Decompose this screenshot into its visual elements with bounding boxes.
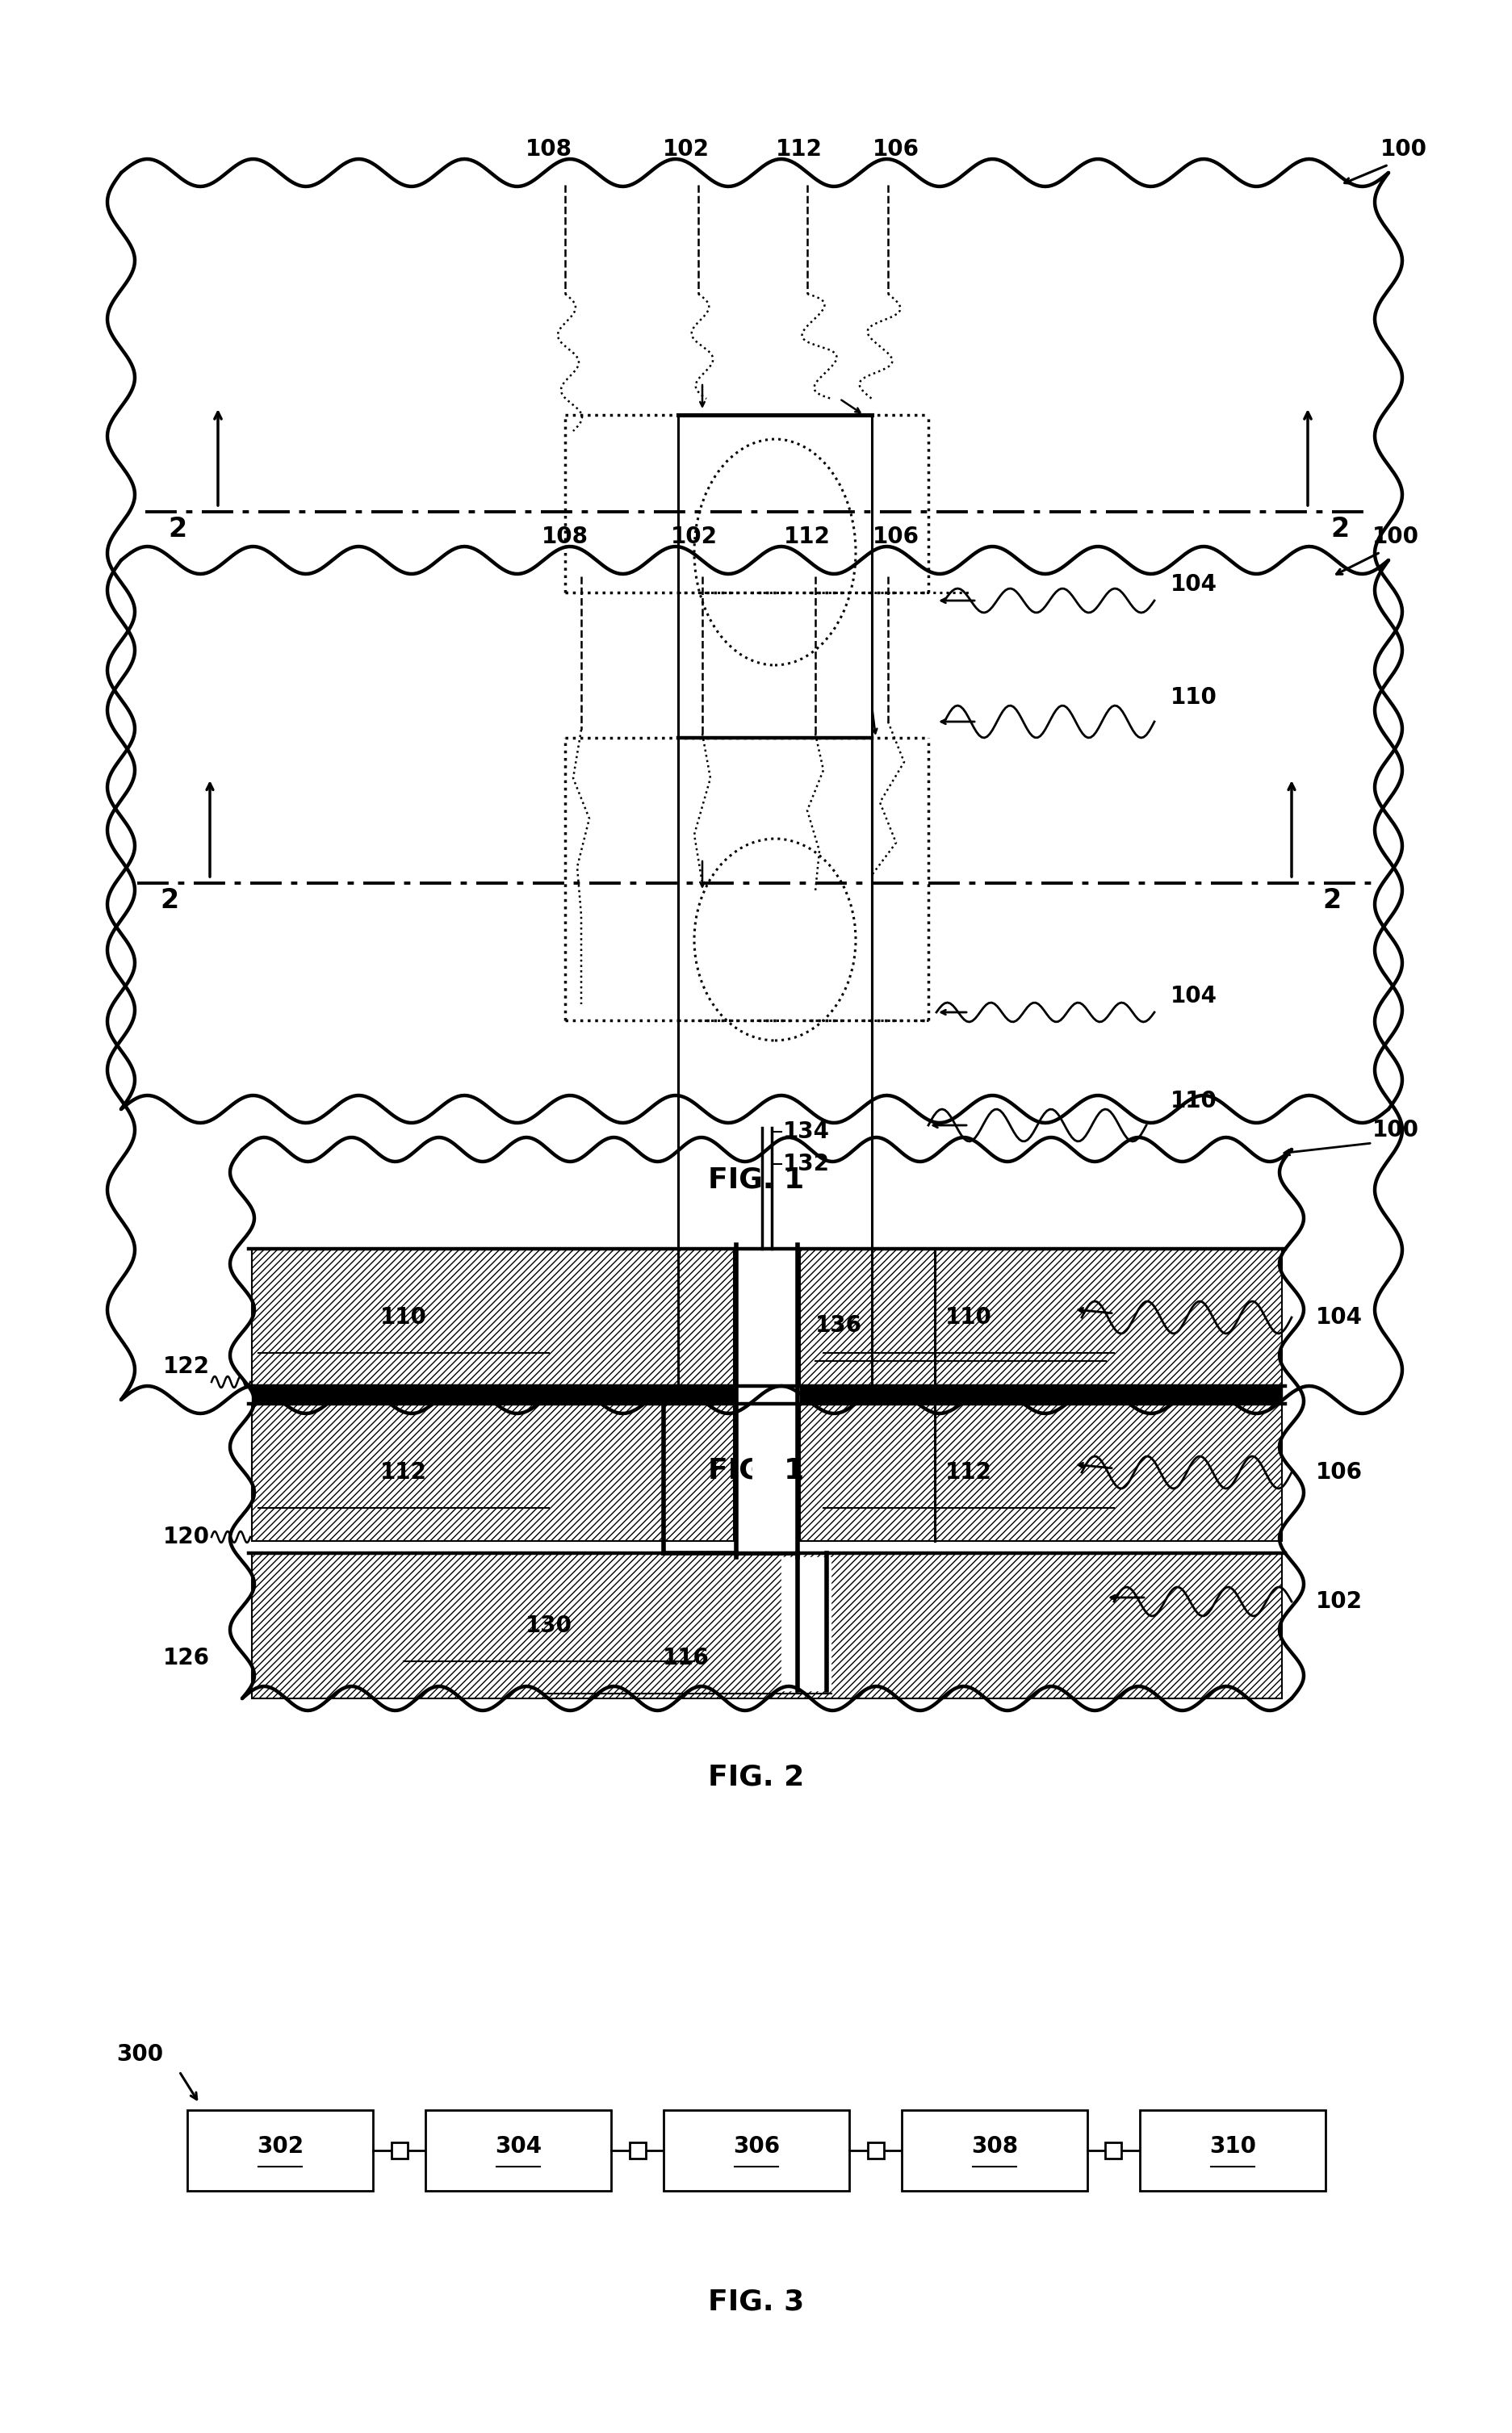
Bar: [251, 1552, 1281, 1698]
Bar: [629, 2143, 646, 2158]
Text: 106: 106: [1315, 1462, 1362, 1484]
Text: FIG. 1: FIG. 1: [708, 1457, 804, 1484]
Bar: [800, 1248, 1281, 1387]
Bar: [1105, 2143, 1120, 2158]
Bar: [800, 1404, 1281, 1540]
Text: 112: 112: [783, 526, 830, 547]
Text: 2: 2: [1331, 516, 1349, 543]
Text: 104: 104: [1315, 1307, 1362, 1328]
Text: 102: 102: [670, 526, 717, 547]
Text: 308: 308: [971, 2136, 1018, 2158]
Text: 2: 2: [1321, 888, 1341, 915]
Text: 310: 310: [1208, 2136, 1255, 2158]
Text: 106: 106: [872, 526, 919, 547]
Text: 104: 104: [1170, 574, 1217, 596]
Text: 132: 132: [783, 1153, 830, 1175]
Text: 106: 106: [872, 139, 919, 161]
Text: FIG. 2: FIG. 2: [708, 1764, 804, 1791]
Text: 112: 112: [945, 1462, 992, 1484]
Text: 104: 104: [1170, 985, 1217, 1007]
Text: 300: 300: [116, 2044, 163, 2066]
Text: 120: 120: [163, 1525, 210, 1547]
Bar: [425, 2109, 611, 2190]
Text: 100: 100: [1371, 526, 1418, 547]
Text: 116: 116: [662, 1647, 709, 1669]
Text: 108: 108: [525, 139, 572, 161]
Bar: [251, 1248, 733, 1387]
Text: 306: 306: [732, 2136, 780, 2158]
Bar: [664, 2109, 848, 2190]
Text: 100: 100: [1371, 1119, 1418, 1141]
Text: 110: 110: [1170, 1090, 1217, 1112]
Bar: [251, 1404, 733, 1540]
Text: 130: 130: [525, 1616, 572, 1637]
Text: 136: 136: [815, 1314, 862, 1336]
Text: 112: 112: [380, 1462, 426, 1484]
Bar: [901, 2109, 1087, 2190]
Text: 110: 110: [1170, 686, 1217, 708]
Text: 102: 102: [662, 139, 709, 161]
Text: FIG. 1: FIG. 1: [708, 1165, 804, 1192]
Bar: [392, 2143, 407, 2158]
Bar: [866, 2143, 883, 2158]
Text: 302: 302: [257, 2136, 304, 2158]
Text: 100: 100: [1379, 139, 1426, 161]
Text: 126: 126: [163, 1647, 210, 1669]
Bar: [187, 2109, 373, 2190]
Text: 112: 112: [776, 139, 823, 161]
Text: 102: 102: [1315, 1591, 1362, 1613]
Text: 304: 304: [494, 2136, 541, 2158]
Text: 122: 122: [163, 1355, 210, 1377]
Text: 110: 110: [945, 1307, 992, 1328]
Text: 2: 2: [160, 888, 178, 915]
Text: 2: 2: [168, 516, 187, 543]
Text: 108: 108: [541, 526, 588, 547]
Text: 134: 134: [783, 1122, 830, 1144]
Text: 110: 110: [380, 1307, 426, 1328]
Bar: [1139, 2109, 1325, 2190]
Text: FIG. 3: FIG. 3: [708, 2287, 804, 2316]
